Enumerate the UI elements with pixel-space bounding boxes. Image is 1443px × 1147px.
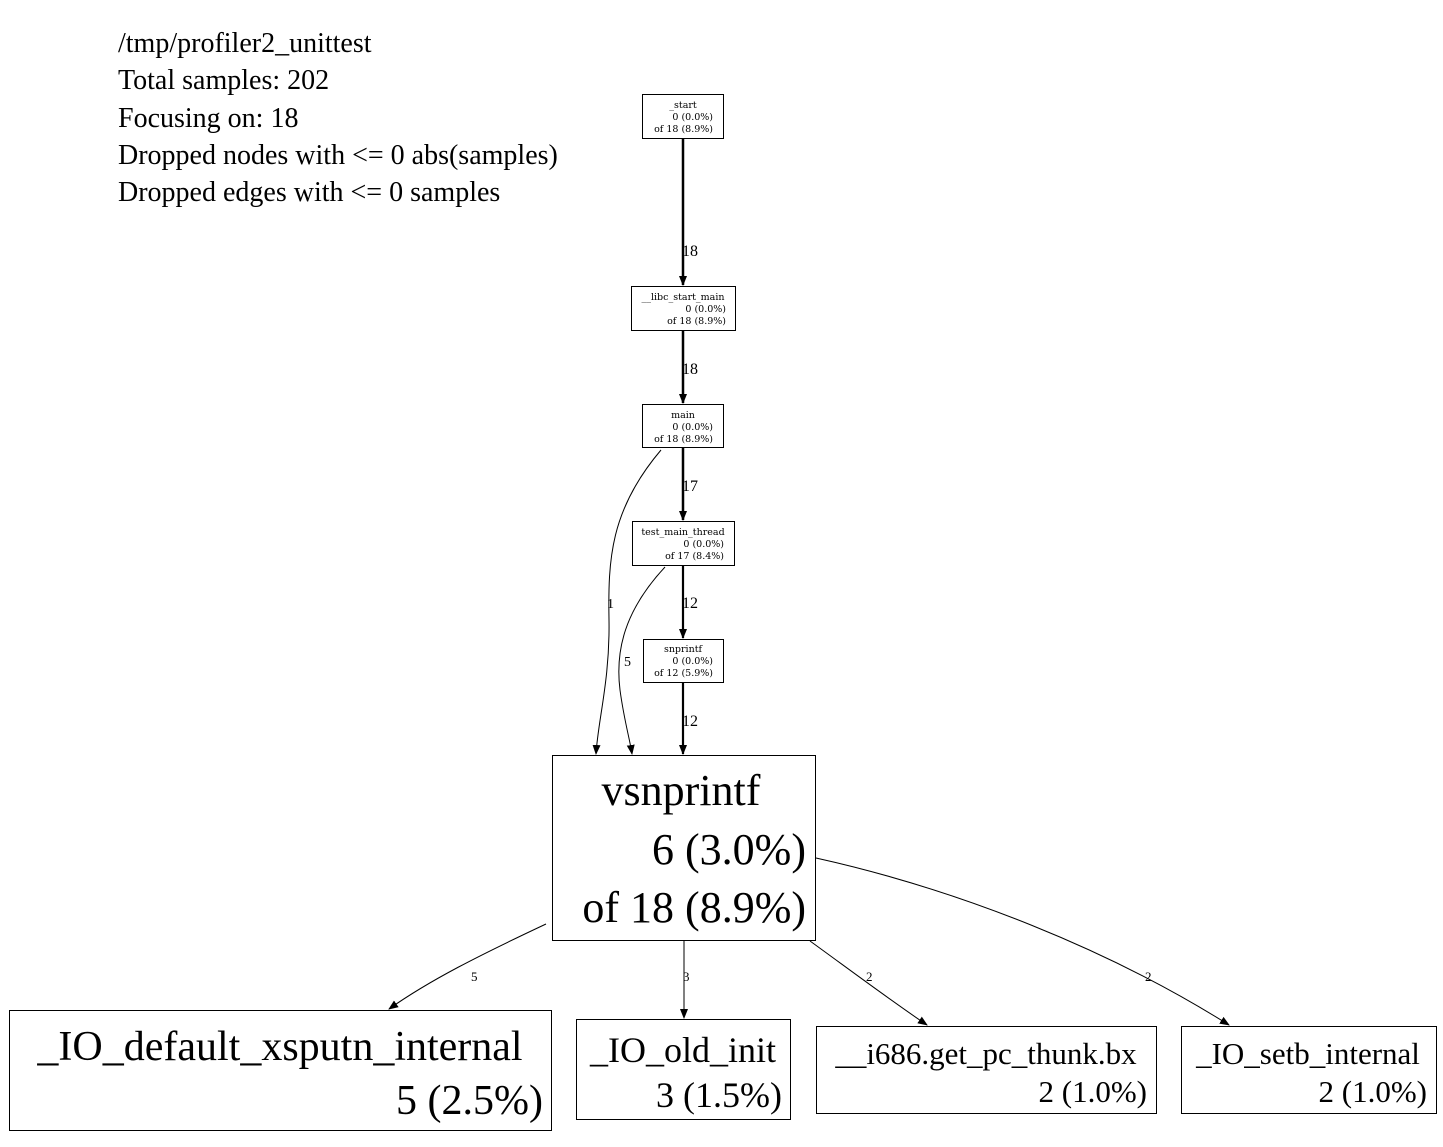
node-io-default-xsputn-internal[interactable]: _IO_default_xsputn_internal 5 (2.5%) (9, 1010, 552, 1131)
edge-label: 1 (607, 597, 614, 612)
node-name: _IO_default_xsputn_internal (36, 1024, 522, 1070)
node-io-old-init[interactable]: _IO_old_init 3 (1.5%) (576, 1019, 791, 1120)
node-name: __libc_start_main (641, 292, 724, 303)
node-total: of 18 (8.9%) (667, 316, 726, 327)
node-self: 2 (1.0%) (1039, 1074, 1147, 1109)
edge-label: 18 (682, 243, 698, 260)
edge-vsnprintf-i686: 2 (809, 940, 928, 1026)
node-io-setb-internal[interactable]: _IO_setb_internal 2 (1.0%) (1181, 1026, 1437, 1114)
node-name: vsnprintf (602, 766, 761, 815)
node-main[interactable]: main 0 (0.0%) of 18 (8.9%) (642, 404, 724, 448)
header-dropped-nodes: Dropped nodes with <= 0 abs(samples) (118, 140, 558, 171)
node-name: __i686.get_pc_thunk.bx (834, 1036, 1137, 1071)
edge-vsnprintf-setb: 2 (815, 857, 1230, 1026)
node-self: 0 (0.0%) (685, 304, 726, 315)
edge-label: 12 (682, 595, 698, 612)
edge-vsnprintf-oldinit: 3 (680, 940, 690, 1019)
header-focusing: Focusing on: 18 (118, 103, 298, 134)
node-name: _start (669, 100, 697, 111)
node-total: of 12 (5.9%) (654, 668, 713, 679)
header-dropped-edges: Dropped edges with <= 0 samples (118, 177, 500, 208)
edge-main-vsnprintf: 1 (592, 449, 662, 755)
edge-snprintf-vsnprintf: 12 (679, 682, 698, 755)
node-name: _IO_old_init (589, 1030, 776, 1070)
node-name: test_main_thread (641, 527, 724, 538)
edges: 18 18 17 12 12 1 5 5 (388, 138, 1230, 1026)
graph-header: /tmp/profiler2_unittest Total samples: 2… (118, 28, 558, 208)
node-total: of 18 (8.9%) (654, 124, 713, 135)
edge-start-libc: 18 (679, 138, 698, 286)
node-self: 0 (0.0%) (672, 112, 713, 123)
edge-test-vsnprintf: 5 (618, 566, 666, 755)
node-total: of 17 (8.4%) (665, 551, 724, 562)
node-libc-start-main[interactable]: __libc_start_main 0 (0.0%) of 18 (8.9%) (631, 286, 736, 331)
node-vsnprintf[interactable]: vsnprintf 6 (3.0%) of 18 (8.9%) (552, 755, 816, 941)
node-self: 5 (2.5%) (396, 1078, 543, 1124)
node-self: 2 (1.0%) (1319, 1074, 1427, 1109)
node-start[interactable]: _start 0 (0.0%) of 18 (8.9%) (642, 94, 724, 139)
header-filename: /tmp/profiler2_unittest (118, 28, 372, 59)
node-self: 6 (3.0%) (652, 825, 806, 874)
edge-test-snprintf: 12 (679, 565, 698, 639)
node-self: 0 (0.0%) (672, 422, 713, 433)
edge-label: 3 (683, 969, 690, 984)
edge-main-test: 17 (679, 447, 698, 521)
node-test-main-thread[interactable]: test_main_thread 0 (0.0%) of 17 (8.4%) (632, 521, 735, 566)
edge-label: 18 (682, 361, 698, 378)
edge-label: 2 (1145, 969, 1152, 984)
node-snprintf[interactable]: snprintf 0 (0.0%) of 12 (5.9%) (643, 639, 724, 683)
node-self: 0 (0.0%) (672, 656, 713, 667)
node-self: 0 (0.0%) (683, 539, 724, 550)
edge-libc-main: 18 (679, 330, 698, 404)
node-name: snprintf (664, 644, 704, 655)
node-i686-get-pc-thunk-bx[interactable]: __i686.get_pc_thunk.bx 2 (1.0%) (816, 1026, 1157, 1114)
node-name: _IO_setb_internal (1195, 1036, 1420, 1071)
header-total-samples: Total samples: 202 (118, 65, 329, 96)
edge-label: 5 (624, 655, 631, 670)
edge-vsnprintf-xsputn: 5 (388, 923, 547, 1010)
node-self: 3 (1.5%) (656, 1075, 782, 1115)
edge-label: 5 (471, 969, 478, 984)
node-total: of 18 (8.9%) (582, 883, 806, 932)
node-name: main (671, 410, 695, 421)
node-total: of 18 (8.9%) (654, 434, 713, 445)
edge-label: 17 (682, 478, 698, 495)
edge-label: 12 (682, 713, 698, 730)
edge-label: 2 (866, 969, 873, 984)
